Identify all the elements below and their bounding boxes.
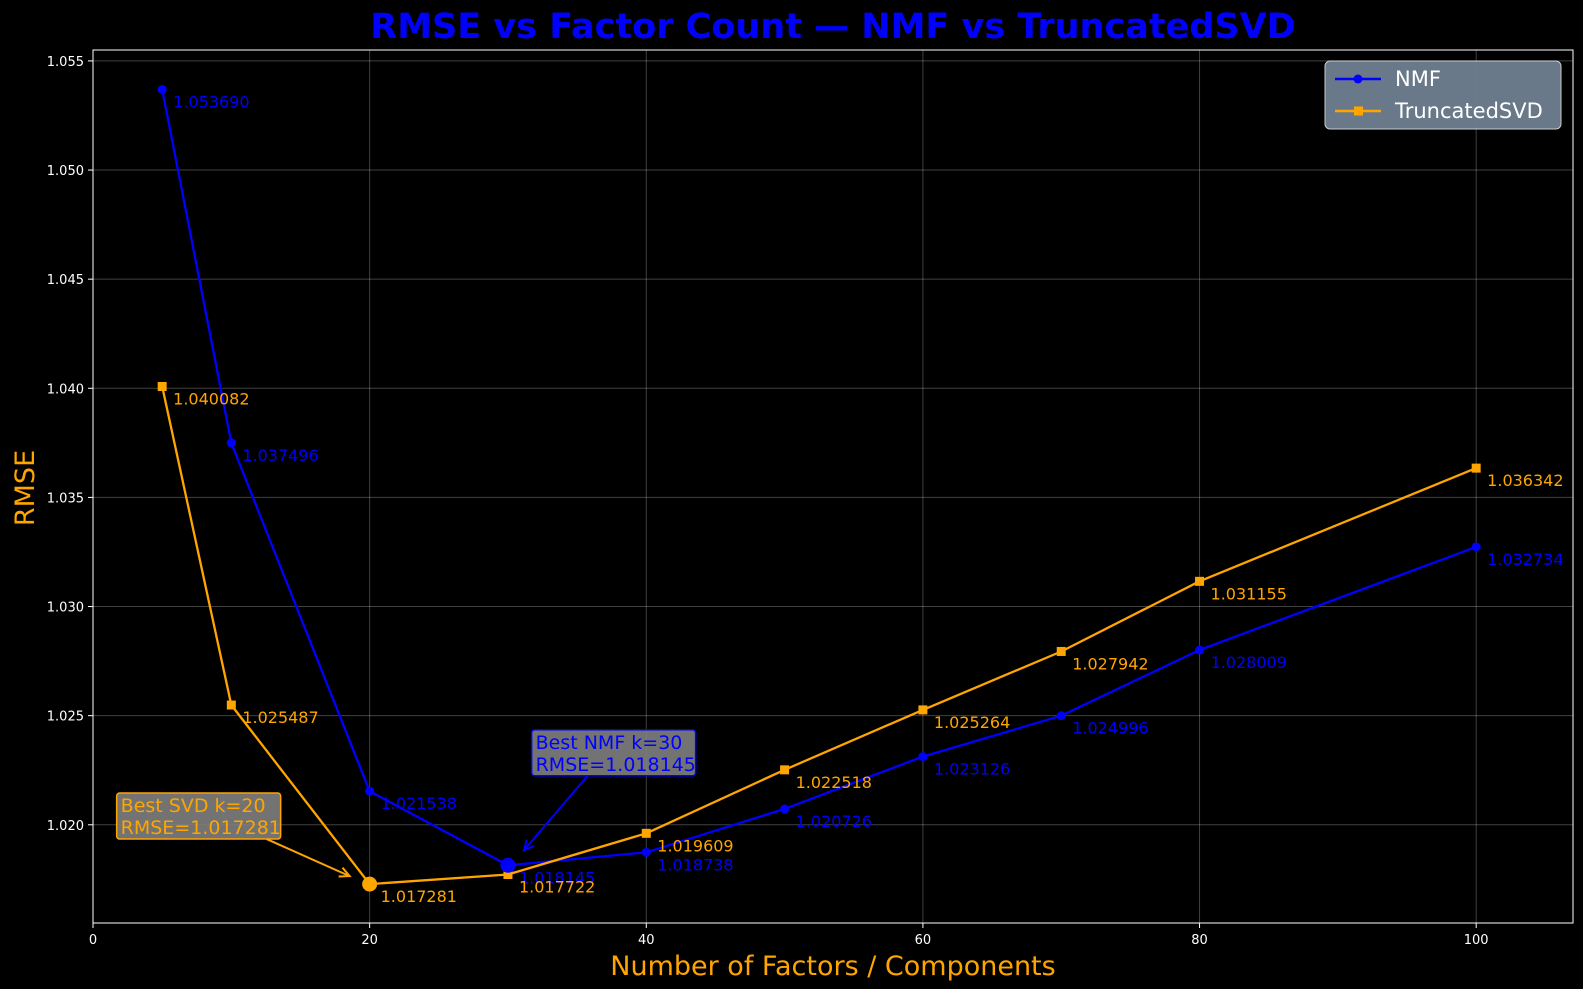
y-tick-label: 1.050 — [47, 164, 84, 179]
truncatedsvd-value-label: 1.019609 — [657, 836, 733, 855]
legend-truncatedsvd-marker — [1354, 106, 1363, 116]
x-tick-label: 20 — [361, 933, 378, 948]
best-truncatedsvd-annotation-text: RMSE=1.017281 — [121, 817, 281, 839]
grid-lines — [92, 50, 1573, 923]
truncatedsvd-value-label: 1.036342 — [1487, 471, 1563, 490]
truncatedsvd-point — [157, 381, 167, 391]
y-tick-label: 1.025 — [47, 710, 84, 725]
y-tick-label: 1.035 — [47, 491, 84, 506]
best-truncatedsvd-arrow — [266, 838, 351, 878]
truncatedsvd-value-label: 1.025264 — [934, 713, 1010, 732]
x-tick-label: 80 — [1191, 933, 1208, 948]
legend-nmf-marker — [1353, 74, 1363, 84]
best-nmf-arrow — [523, 775, 589, 851]
nmf-point — [780, 804, 790, 814]
nmf-value-label: 1.032734 — [1487, 550, 1563, 569]
nmf-line — [161, 89, 1477, 867]
y-tick-label: 1.020 — [47, 819, 84, 834]
truncatedsvd-point — [1056, 646, 1066, 656]
truncatedsvd-value-label: 1.017722 — [519, 878, 595, 897]
truncatedsvd-point — [780, 765, 790, 775]
truncatedsvd-line — [161, 386, 1477, 886]
legend-box — [1324, 60, 1562, 130]
nmf-value-label: 1.024996 — [1072, 719, 1148, 738]
nmf-value-label: 1.023126 — [934, 760, 1010, 779]
nmf-value-label: 1.018738 — [657, 855, 733, 874]
nmf-value-label: 1.028009 — [1211, 653, 1287, 672]
legend: NMF TruncatedSVD — [1324, 60, 1562, 130]
nmf-point — [1056, 711, 1066, 721]
axes: 0 20 40 60 80 100 1.020 1.025 1.030 1.035 1.040 1.0… — [47, 49, 1574, 948]
x-tick-label: 100 — [1464, 933, 1489, 948]
nmf-point — [641, 847, 651, 857]
truncatedsvd-value-label: 1.040082 — [173, 389, 249, 408]
legend-truncatedsvd-label: TruncatedSVD — [1394, 99, 1543, 123]
best-truncatedsvd-arrowhead — [338, 867, 352, 878]
best-nmf-arrowhead — [522, 839, 535, 853]
nmf-point — [365, 786, 375, 796]
nmf-point — [157, 85, 167, 95]
best-nmf-annotation-text: RMSE=1.018145 — [536, 754, 696, 776]
nmf-value-label: 1.053690 — [173, 93, 249, 112]
truncatedsvd-value-label: 1.017281 — [381, 887, 457, 906]
best-truncatedsvd-marker — [362, 876, 378, 892]
truncatedsvd-point — [918, 705, 928, 715]
nmf-value-label: 1.021538 — [381, 794, 457, 813]
y-tick-label: 1.030 — [47, 601, 84, 616]
best-truncatedsvd-box — [115, 792, 282, 840]
chart-title: RMSE vs Factor Count — NMF vs TruncatedS… — [370, 7, 1295, 47]
y-tick-label: 1.045 — [47, 273, 84, 288]
nmf-value-label: 1.018145 — [519, 868, 595, 887]
y-axis-label: RMSE — [10, 450, 41, 526]
legend-nmf-label: NMF — [1395, 67, 1441, 91]
nmf-point — [226, 438, 236, 448]
truncatedsvd-point — [1195, 576, 1205, 586]
truncatedsvd-point — [226, 700, 236, 710]
nmf-value-label: 1.020726 — [796, 812, 872, 831]
y-tick-label: 1.040 — [47, 382, 84, 397]
plot-frame — [92, 49, 1574, 924]
truncatedsvd-point — [1471, 463, 1481, 473]
nmf-point — [1195, 645, 1205, 655]
truncatedsvd-value-label: 1.022518 — [796, 773, 872, 792]
truncatedsvd-value-label: 1.031155 — [1211, 584, 1287, 603]
data-labels: 1.053690 1.037496 1.021538 1.018145 1.018738… — [173, 93, 1563, 907]
x-tick-label: 60 — [915, 933, 932, 948]
best-truncatedsvd-annotation-text: Best SVD k=20 — [121, 795, 266, 817]
x-axis-label: Number of Factors / Components — [610, 951, 1055, 982]
truncatedsvd-point — [641, 828, 651, 838]
best-nmf-marker — [500, 857, 516, 873]
truncatedsvd-value-label: 1.025487 — [242, 708, 318, 727]
nmf-point — [918, 752, 928, 762]
truncatedsvd-value-label: 1.027942 — [1072, 654, 1148, 673]
x-tick-label: 0 — [89, 933, 97, 948]
y-tick-label: 1.055 — [47, 55, 84, 70]
best-nmf-box — [530, 729, 697, 777]
best-nmf-annotation-text: Best NMF k=30 — [536, 732, 683, 754]
nmf-point — [1471, 542, 1481, 552]
truncatedsvd-point — [503, 870, 513, 880]
series-layer — [157, 85, 1481, 889]
nmf-value-label: 1.037496 — [242, 446, 318, 465]
x-tick-label: 40 — [638, 933, 655, 948]
